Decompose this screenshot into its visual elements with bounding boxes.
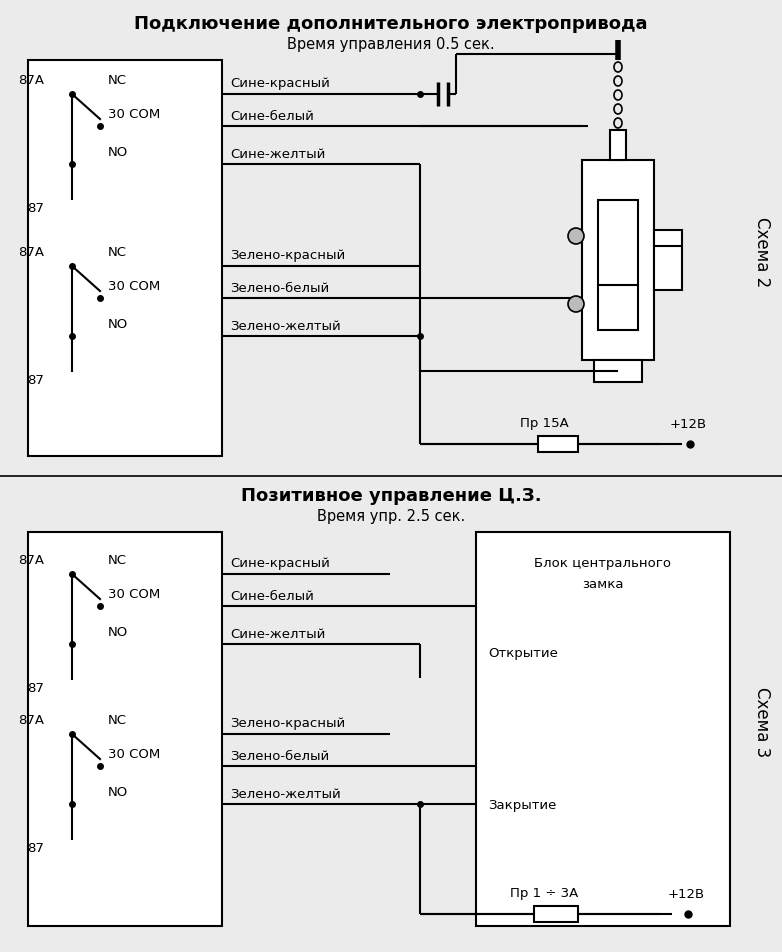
Text: Блок центрального: Блок центрального (535, 558, 672, 570)
Text: Закрытие: Закрытие (488, 800, 556, 812)
Text: 87A: 87A (18, 553, 44, 566)
Text: 87: 87 (27, 842, 44, 855)
Text: +12В: +12В (670, 418, 707, 430)
Text: Схема 3: Схема 3 (753, 687, 771, 757)
Text: NC: NC (108, 553, 127, 566)
Text: Схема 2: Схема 2 (753, 217, 771, 288)
Text: Время упр. 2.5 сек.: Время упр. 2.5 сек. (317, 508, 465, 524)
Text: Подключение дополнительного электропривода: Подключение дополнительного электроприво… (135, 15, 647, 33)
Text: Зелено-белый: Зелено-белый (230, 282, 329, 294)
Text: 87A: 87A (18, 713, 44, 726)
Bar (594, 360, 642, 382)
Text: Открытие: Открытие (488, 647, 558, 661)
Text: Время управления 0.5 сек.: Время управления 0.5 сек. (287, 36, 495, 51)
Text: NC: NC (108, 246, 127, 259)
Text: Зелено-красный: Зелено-красный (230, 718, 345, 730)
Text: 87: 87 (27, 682, 44, 695)
Bar (476, 532, 730, 926)
Bar (534, 906, 578, 922)
Circle shape (568, 228, 584, 244)
Text: NC: NC (108, 73, 127, 87)
Text: +12В: +12В (668, 887, 705, 901)
Text: 87: 87 (27, 202, 44, 214)
Text: NO: NO (108, 146, 128, 158)
Text: Сине-красный: Сине-красный (230, 558, 330, 570)
Text: Сине-желтый: Сине-желтый (230, 148, 325, 161)
Text: 87: 87 (27, 373, 44, 387)
Bar (538, 436, 578, 452)
Text: 87A: 87A (18, 73, 44, 87)
Text: NO: NO (108, 785, 128, 799)
Bar (598, 200, 638, 330)
Text: 30 COM: 30 COM (108, 747, 160, 761)
Text: замка: замка (583, 578, 624, 590)
Text: Позитивное управление Ц.З.: Позитивное управление Ц.З. (241, 487, 541, 505)
Text: 30 COM: 30 COM (108, 108, 160, 121)
Text: Зелено-красный: Зелено-красный (230, 249, 345, 263)
Bar (654, 230, 682, 290)
Text: Сине-красный: Сине-красный (230, 77, 330, 90)
Text: Зелено-белый: Зелено-белый (230, 749, 329, 763)
Bar (610, 130, 626, 160)
Bar (582, 160, 654, 360)
Text: NO: NO (108, 318, 128, 330)
Text: Пр 15А: Пр 15А (519, 418, 569, 430)
Text: Сине-желтый: Сине-желтый (230, 627, 325, 641)
Text: 87A: 87A (18, 246, 44, 259)
Circle shape (568, 296, 584, 312)
Bar (28, 532, 222, 926)
Text: 30 COM: 30 COM (108, 280, 160, 292)
Text: Зелено-желтый: Зелено-желтый (230, 787, 341, 801)
Text: Зелено-желтый: Зелено-желтый (230, 320, 341, 332)
Text: Пр 1 ÷ 3А: Пр 1 ÷ 3А (510, 887, 578, 901)
Text: Сине-белый: Сине-белый (230, 589, 314, 603)
Text: NO: NO (108, 625, 128, 639)
Text: 30 COM: 30 COM (108, 587, 160, 601)
Text: Сине-белый: Сине-белый (230, 109, 314, 123)
Bar (28, 60, 222, 456)
Text: NC: NC (108, 713, 127, 726)
